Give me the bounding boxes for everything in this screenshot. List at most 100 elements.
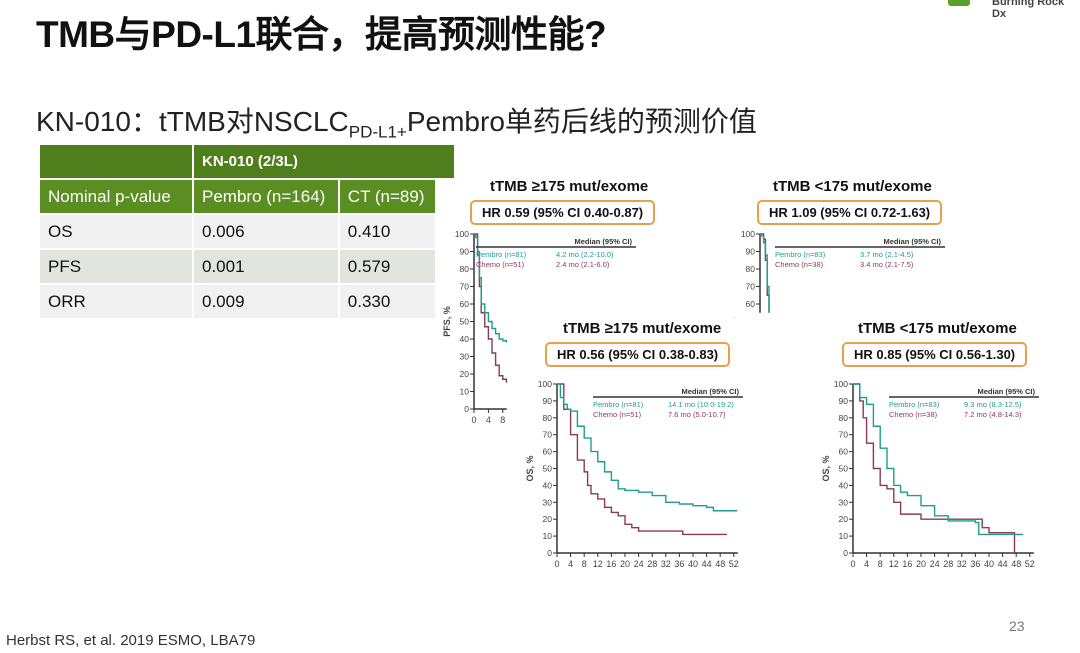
- y-axis-label: OS, %: [821, 455, 831, 481]
- legend-series-median: 7.6 mo (5.0-10.7): [668, 410, 726, 419]
- y-axis-label: OS, %: [525, 455, 535, 481]
- table-group-row: KN-010 (2/3L): [40, 145, 454, 178]
- y-tick-label: 60: [460, 299, 470, 309]
- table-cell: 0.006: [202, 221, 245, 241]
- legend-series-median: 2.4 mo (2.1-6.0): [556, 260, 610, 269]
- chart-title: tTMB <175 mut/exome: [773, 178, 932, 195]
- x-tick-label: 8: [878, 559, 883, 569]
- table-header: Pembro (n=164): [194, 180, 338, 213]
- table-cell: 0.410: [347, 221, 391, 241]
- hazard-ratio-box: HR 1.09 (95% CI 0.72-1.63): [757, 200, 943, 225]
- y-tick-label: 70: [746, 282, 756, 292]
- table-cell: 0.579: [347, 256, 391, 276]
- y-tick-label: 40: [839, 480, 849, 490]
- x-tick-label: 52: [729, 559, 739, 569]
- y-tick-label: 30: [460, 352, 470, 362]
- median-header: Median (95% CI): [681, 387, 739, 396]
- y-tick-label: 100: [538, 379, 552, 389]
- legend-series-name: Pembro (n=83): [889, 400, 940, 409]
- x-tick-label: 0: [554, 559, 559, 569]
- table-header: Nominal p-value: [40, 180, 192, 213]
- y-tick-label: 20: [543, 514, 553, 524]
- x-tick-label: 12: [889, 559, 899, 569]
- y-tick-label: 50: [460, 317, 470, 327]
- x-tick-label: 8: [582, 559, 587, 569]
- subtitle-post: Pembro单药后线的预测价值: [406, 106, 757, 137]
- x-tick-label: 36: [970, 559, 980, 569]
- x-tick-label: 16: [606, 559, 616, 569]
- y-axis-label: %: [728, 317, 738, 318]
- km-curve-chemo: [853, 383, 1016, 553]
- x-tick-label: 0: [850, 559, 855, 569]
- x-tick-label: 40: [688, 559, 698, 569]
- y-tick-label: 0: [843, 548, 848, 558]
- x-tick-label: 4: [568, 559, 573, 569]
- median-header: Median (95% CI): [977, 387, 1035, 396]
- table-cell: OS: [48, 221, 73, 241]
- y-tick-label: 70: [543, 430, 553, 440]
- citation: Herbst RS, et al. 2019 ESMO, LBA79: [6, 632, 256, 649]
- hazard-ratio-box: HR 0.56 (95% CI 0.38-0.83): [545, 342, 731, 367]
- legend-series-name: Pembro (n=83): [775, 250, 826, 259]
- legend-series-median: 7.2 mo (4.8-14.3): [964, 410, 1022, 419]
- km-curve-pembro: [557, 383, 738, 512]
- table-cell: 0.009: [202, 291, 245, 311]
- y-tick-label: 90: [460, 247, 470, 257]
- chart-title: tTMB <175 mut/exome: [858, 320, 1017, 337]
- hazard-ratio-box: HR 0.85 (95% CI 0.56-1.30): [842, 342, 1028, 367]
- x-tick-label: 24: [634, 559, 644, 569]
- logo-text: Burning Rock Dx: [992, 0, 1065, 20]
- legend-series-median: 4.2 mo (2.2-10.0): [556, 250, 614, 259]
- x-tick-label: 44: [702, 559, 712, 569]
- y-tick-label: 10: [460, 387, 470, 397]
- pvalue-table: KN-010 (2/3L) Nominal p-value Pembro (n=1…: [38, 143, 456, 320]
- slide-subtitle: KN-010：tTMB对NSCLCPD-L1+Pembro单药后线的预测价值: [36, 100, 757, 143]
- subtitle-sub: PD-L1+: [348, 122, 407, 142]
- x-tick-label: 32: [957, 559, 967, 569]
- x-tick-label: 16: [902, 559, 912, 569]
- slide-title: TMB与PD-L1联合，提高预测性能?: [36, 14, 607, 55]
- x-tick-label: 4: [486, 415, 491, 425]
- median-header: Median (95% CI): [574, 237, 632, 246]
- y-tick-label: 50: [839, 464, 849, 474]
- y-tick-label: 80: [460, 264, 470, 274]
- y-tick-label: 20: [839, 514, 849, 524]
- legend-series-median: 14.1 mo (10.0-19.2): [668, 400, 734, 409]
- y-tick-label: 100: [834, 379, 848, 389]
- table-row: ORR 0.009 0.330: [40, 285, 454, 318]
- legend-series-name: Pembro (n=81): [593, 400, 644, 409]
- logo-mark: [948, 0, 970, 6]
- y-axis-label: PFS, %: [442, 306, 452, 337]
- legend-series-name: Pembro (n=81): [476, 250, 527, 259]
- table-header-row: Nominal p-value Pembro (n=164) CT (n=89): [40, 180, 454, 213]
- y-tick-label: 60: [746, 299, 756, 309]
- legend-series-name: Chemo (n=38): [889, 410, 938, 419]
- legend-series-name: Chemo (n=51): [593, 410, 642, 419]
- y-tick-label: 90: [839, 396, 849, 406]
- km-chart: tTMB <175 mut/exome HR 1.09 (95% CI 0.72-…: [725, 178, 1055, 318]
- legend-series-median: 3.7 mo (2.1-4.5): [860, 250, 914, 259]
- legend-series-median: 9.3 mo (8.3-12.5): [964, 400, 1022, 409]
- y-tick-label: 30: [543, 497, 553, 507]
- chart-title: tTMB ≥175 mut/exome: [563, 320, 722, 337]
- table-cell: 0.330: [347, 291, 391, 311]
- y-tick-label: 10: [543, 531, 553, 541]
- y-tick-label: 80: [543, 413, 553, 423]
- y-tick-label: 80: [746, 264, 756, 274]
- x-tick-label: 4: [864, 559, 869, 569]
- y-tick-label: 50: [543, 464, 553, 474]
- km-chart: tTMB <175 mut/exome HR 0.85 (95% CI 0.56-…: [812, 320, 1062, 580]
- km-curve-pembro: [853, 383, 1023, 536]
- x-tick-label: 28: [647, 559, 657, 569]
- y-tick-label: 100: [455, 229, 469, 239]
- km-chart: tTMB ≥175 mut/exome HR 0.56 (95% CI 0.38-…: [515, 320, 755, 580]
- y-tick-label: 70: [460, 282, 470, 292]
- y-tick-label: 80: [839, 413, 849, 423]
- y-tick-label: 30: [839, 497, 849, 507]
- legend-series-median: 3.4 mo (2.1-7.5): [860, 260, 914, 269]
- table-group-header: KN-010 (2/3L): [194, 145, 454, 178]
- table-row: OS 0.006 0.410: [40, 215, 454, 248]
- x-tick-label: 40: [984, 559, 994, 569]
- hazard-ratio-box: HR 0.59 (95% CI 0.40-0.87): [470, 200, 656, 225]
- x-tick-label: 24: [930, 559, 940, 569]
